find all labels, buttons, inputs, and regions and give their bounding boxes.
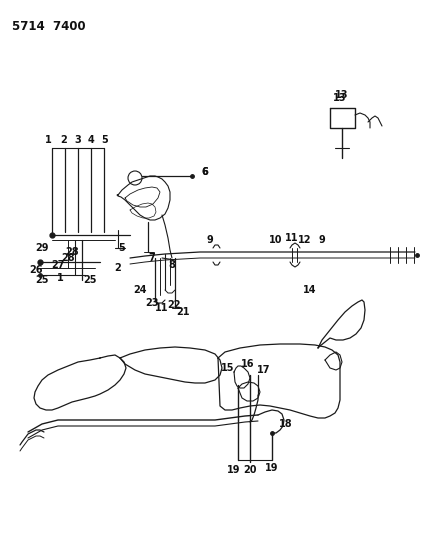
Text: 19: 19 xyxy=(227,465,241,475)
Text: 7: 7 xyxy=(148,253,155,263)
Text: 22: 22 xyxy=(167,300,181,310)
Text: 26: 26 xyxy=(29,265,43,275)
Text: 2: 2 xyxy=(60,135,67,145)
Text: 13: 13 xyxy=(333,93,347,103)
Text: 1: 1 xyxy=(45,135,51,145)
Text: 9: 9 xyxy=(319,235,325,245)
Text: 6: 6 xyxy=(202,167,208,177)
Text: 10: 10 xyxy=(269,235,283,245)
Text: 27: 27 xyxy=(51,260,65,270)
Text: 25: 25 xyxy=(83,275,97,285)
Text: 16: 16 xyxy=(241,359,255,369)
Text: 28: 28 xyxy=(65,247,79,257)
Text: 11: 11 xyxy=(285,233,299,243)
Text: 23: 23 xyxy=(145,298,159,308)
Text: 17: 17 xyxy=(257,365,271,375)
Text: 5: 5 xyxy=(119,243,125,253)
Text: 13: 13 xyxy=(335,90,349,100)
Text: 5714  7400: 5714 7400 xyxy=(12,20,86,33)
Text: 8: 8 xyxy=(169,260,175,270)
Text: 3: 3 xyxy=(75,135,82,145)
Text: 5: 5 xyxy=(102,135,109,145)
Text: 12: 12 xyxy=(298,235,312,245)
Text: 20: 20 xyxy=(243,465,257,475)
Text: 25: 25 xyxy=(35,275,49,285)
Text: 15: 15 xyxy=(221,363,235,373)
Text: 28: 28 xyxy=(61,253,75,263)
Text: 9: 9 xyxy=(207,235,213,245)
Text: 1: 1 xyxy=(57,273,63,283)
Text: 11: 11 xyxy=(155,303,169,313)
Text: 18: 18 xyxy=(279,419,293,429)
Text: 21: 21 xyxy=(176,307,190,317)
Text: 14: 14 xyxy=(303,285,317,295)
Text: 2: 2 xyxy=(115,263,121,273)
Text: 4: 4 xyxy=(88,135,94,145)
Text: 24: 24 xyxy=(133,285,147,295)
Text: 6: 6 xyxy=(202,167,208,177)
Text: 19: 19 xyxy=(265,463,279,473)
Text: 29: 29 xyxy=(35,243,49,253)
